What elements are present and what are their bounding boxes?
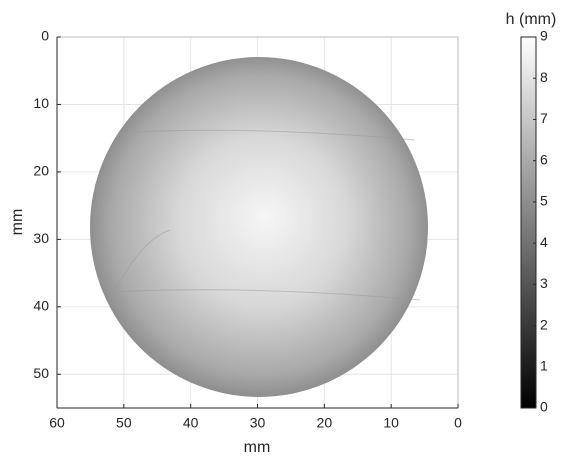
colorbar-label: h (mm) (506, 11, 557, 28)
y-tick-label: 20 (33, 163, 49, 179)
y-tick-label: 10 (33, 95, 49, 111)
x-tick-label: 40 (183, 415, 199, 431)
colorbar (520, 36, 537, 409)
y-tick-label: 30 (33, 230, 49, 246)
colorbar-tick-label: 2 (540, 316, 548, 332)
colorbar-tick-label: 0 (540, 399, 548, 415)
colorbar-tick-label: 3 (540, 275, 548, 291)
colorbar-tick-label: 7 (540, 110, 548, 126)
colorbar-tick-label: 6 (540, 151, 548, 167)
y-tick-label: 50 (33, 365, 49, 381)
x-tick-label: 20 (317, 415, 333, 431)
x-tick-label: 60 (49, 415, 65, 431)
y-axis-label: mm (9, 209, 26, 236)
x-tick-label: 10 (383, 415, 399, 431)
x-tick-label: 0 (454, 415, 462, 431)
colorbar-tick-label: 9 (540, 28, 548, 44)
y-tick-label: 40 (33, 298, 49, 314)
x-axis-label: mm (244, 439, 271, 456)
x-tick-label: 50 (116, 415, 132, 431)
height-map (90, 57, 428, 397)
colorbar-tick-label: 8 (540, 69, 548, 85)
x-tick-label: 30 (250, 415, 266, 431)
y-tick-label: 0 (41, 28, 49, 44)
colorbar-tick-label: 4 (540, 234, 548, 250)
colorbar-tick-label: 1 (540, 357, 548, 373)
colorbar-tick-label: 5 (540, 193, 548, 209)
surface-feature (109, 129, 421, 301)
